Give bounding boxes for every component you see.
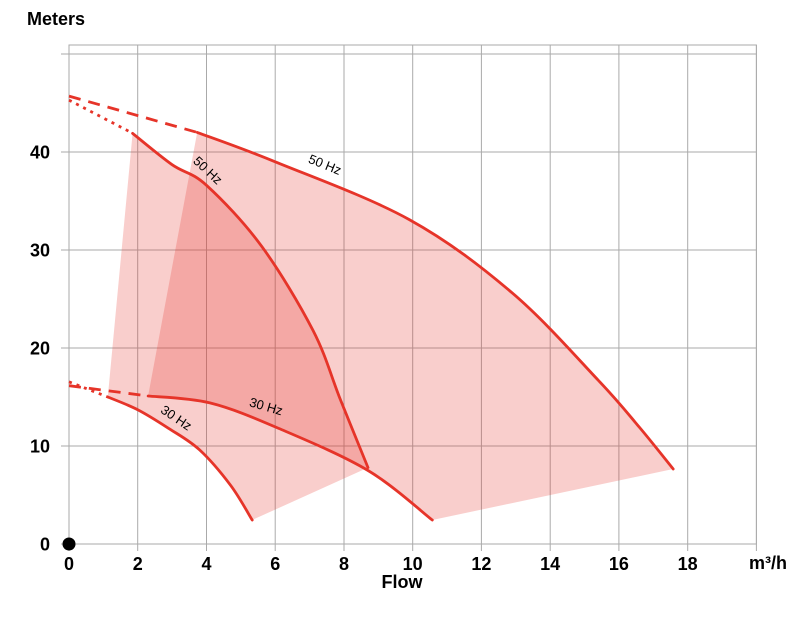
dashed-extension-dash <box>68 384 149 398</box>
y-tick-label: 0 <box>40 535 50 555</box>
envelope-fill-layer <box>107 132 674 520</box>
marker-layer <box>62 537 76 551</box>
large-pump-envelope-curve-50hz <box>195 131 675 471</box>
x-tick-label: 4 <box>201 554 211 574</box>
dashed-extension-dot <box>68 380 109 399</box>
small-pump-envelope-curve-30hz <box>106 395 254 522</box>
x-tick-label: 16 <box>609 554 629 574</box>
plot-frame <box>68 44 757 545</box>
x-tick-label: 18 <box>678 554 698 574</box>
y-tick-label: 30 <box>30 241 50 261</box>
x-axis-unit: m³/h <box>749 553 787 573</box>
origin-marker-dot <box>62 537 76 551</box>
tick-label-layer: 0 2 4 6 8 10 12 14 16 18 0 10 20 30 40 <box>30 143 698 575</box>
dashed-extension-dash <box>68 94 198 134</box>
x-tick-label: 14 <box>540 554 560 574</box>
large-pump-envelope-label-50hz: 50 Hz <box>306 151 343 178</box>
x-tick-label: 6 <box>270 554 280 574</box>
large-pump-envelope-fill <box>148 132 674 520</box>
x-tick-label: 0 <box>64 554 74 574</box>
curve-layer <box>106 131 675 522</box>
dashed-extension-dot <box>68 98 134 135</box>
y-tick-label: 10 <box>30 437 50 457</box>
y-axis-title: Meters <box>27 9 86 29</box>
x-axis-title: Flow <box>381 572 423 592</box>
x-tick-label: 2 <box>133 554 143 574</box>
grid-layer <box>61 44 757 551</box>
small-pump-envelope-curve-50hz <box>131 132 370 469</box>
x-tick-label: 8 <box>339 554 349 574</box>
dashed-extension-layer <box>68 94 198 399</box>
x-tick-label: 10 <box>403 554 423 574</box>
x-tick-label: 12 <box>471 554 491 574</box>
y-tick-label: 20 <box>30 339 50 359</box>
small-pump-envelope-fill <box>107 133 369 520</box>
y-tick-label: 40 <box>30 143 50 163</box>
large-pump-envelope-curve-30hz <box>146 394 434 522</box>
